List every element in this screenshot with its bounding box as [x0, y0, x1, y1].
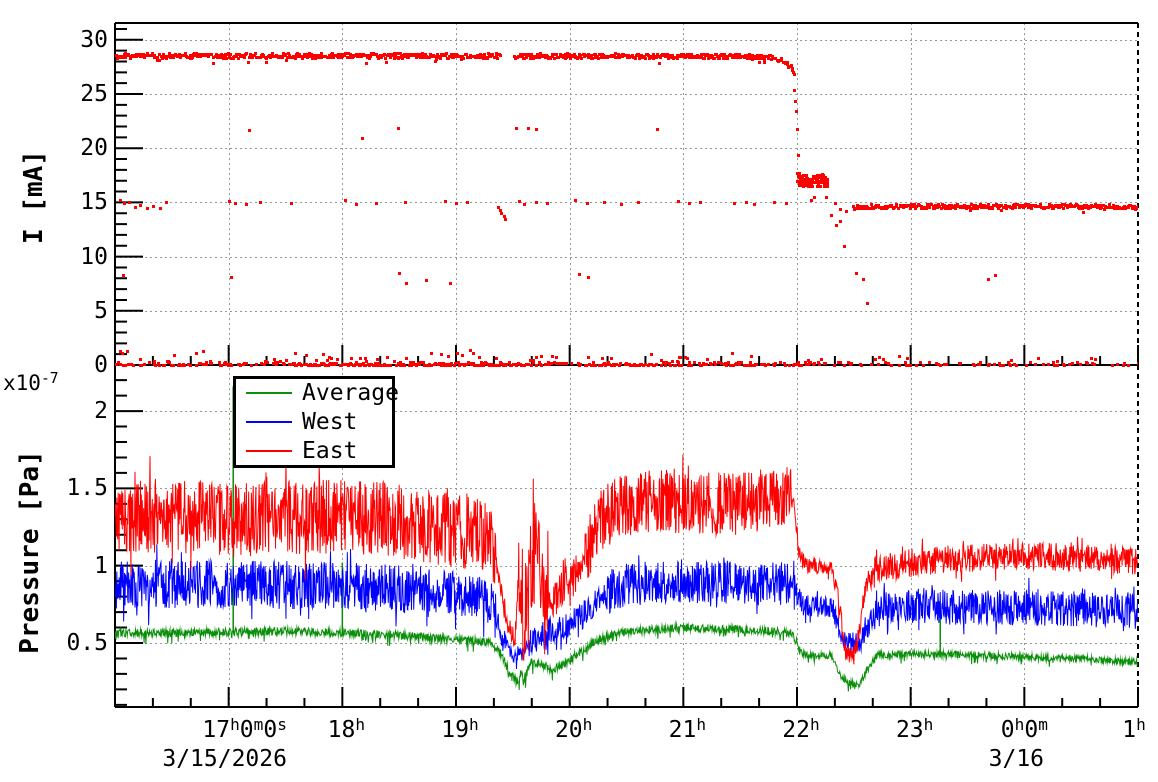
date-label: 3/15/2026	[162, 746, 287, 772]
y-tick-label: 2	[94, 398, 108, 425]
x-tick-label: 20h	[554, 714, 593, 743]
y-tick-label: 1.5	[66, 475, 108, 502]
y-tick-label: 10	[80, 243, 108, 270]
x-tick-label: 23h	[895, 714, 934, 743]
x-tick-label: 18h	[327, 714, 366, 743]
y-tick-label: 0.5	[66, 629, 108, 656]
legend-label-west: West	[302, 408, 358, 435]
y-tick-label: 1	[94, 552, 108, 579]
west-line-swatch	[246, 420, 292, 423]
legend: Average West East	[233, 376, 399, 468]
scale-exponent: -7	[40, 370, 59, 388]
y-tick-label: 0	[94, 352, 108, 378]
x-tick-label: 17h0m0s	[202, 714, 287, 743]
current-axis-title: I [mA]	[19, 150, 49, 244]
y-tick-label: 25	[80, 81, 108, 107]
x-tick-label: 21h	[668, 714, 707, 743]
x-tick-label: 0h0m	[1000, 714, 1048, 743]
pressure-scale-label: x10-7	[3, 370, 59, 395]
average-line-swatch	[246, 392, 292, 395]
legend-label-average: Average	[302, 380, 399, 407]
pressure-axis-title: Pressure [Pa]	[15, 450, 45, 654]
y-tick-label: 15	[80, 189, 108, 216]
x-tick-label: 19h	[441, 714, 479, 743]
scale-mantissa: x10	[3, 371, 41, 395]
y-tick-label: 30	[80, 26, 108, 53]
legend-item-west: West	[236, 408, 392, 436]
y-tick-label: 5	[94, 297, 108, 324]
date-label: 3/16	[988, 746, 1045, 772]
east-line-swatch	[246, 449, 292, 452]
legend-item-average: Average	[236, 379, 399, 407]
x-tick-label: 1h	[1122, 714, 1146, 743]
legend-label-east: East	[302, 437, 358, 464]
x-tick-label: 22h	[782, 714, 820, 743]
legend-item-east: East	[236, 437, 392, 465]
y-tick-label: 20	[80, 135, 108, 162]
